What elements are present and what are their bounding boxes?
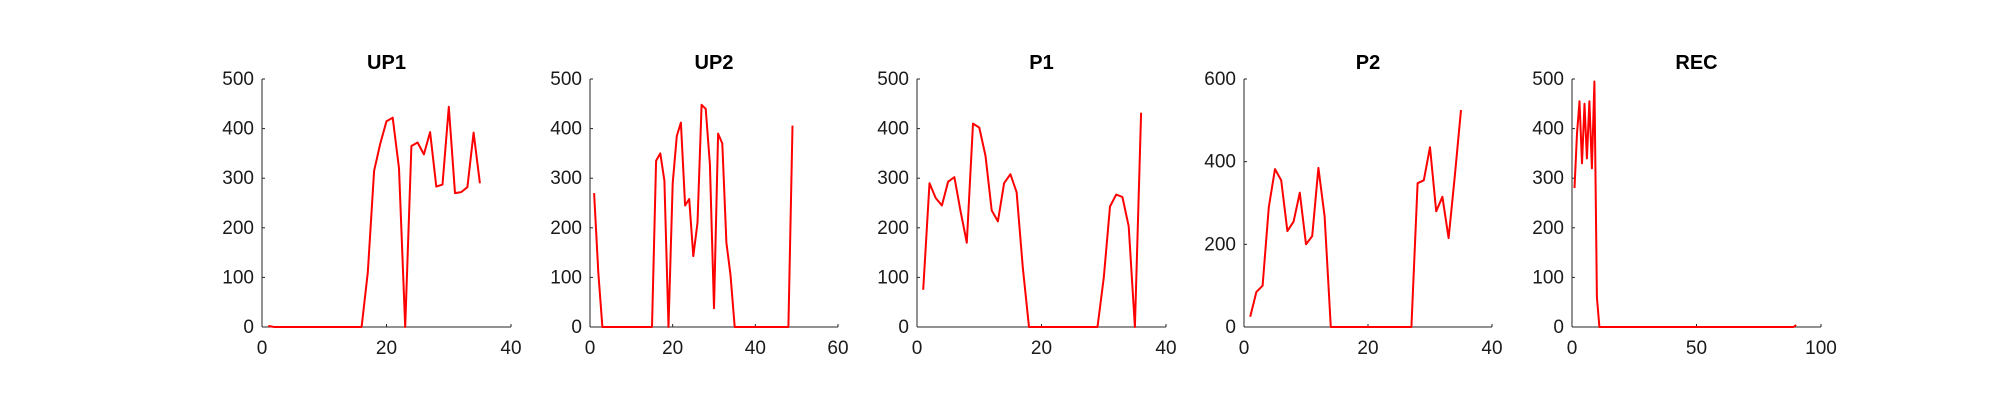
series-line (1249, 109, 1462, 328)
y-tick-label: 0 (1225, 317, 1236, 338)
series-line (1573, 80, 1797, 328)
y-tick-label: 500 (1532, 69, 1564, 90)
y-tick-label: 200 (222, 218, 254, 239)
y-tick-label: 100 (222, 267, 254, 288)
y-tick-label: 400 (550, 119, 582, 140)
chart-title: P2 (1356, 52, 1380, 74)
y-tick-label: 200 (550, 218, 582, 239)
x-tick-label: 20 (376, 338, 397, 359)
y-tick-label: 300 (1532, 168, 1564, 189)
chart-title: P1 (1029, 52, 1053, 74)
y-tick-label: 500 (550, 69, 582, 90)
y-tick-label: 600 (1204, 69, 1236, 90)
y-tick-label: 400 (877, 119, 909, 140)
y-tick-label: 0 (1553, 317, 1564, 338)
y-tick-label: 200 (1532, 218, 1564, 239)
y-tick-label: 200 (877, 218, 909, 239)
y-tick-label: 500 (222, 69, 254, 90)
chart-title: UP2 (695, 52, 734, 74)
chart-title: UP1 (367, 52, 406, 74)
chart-rec: REC 0 100 200 300 400 500 0 50 100 (1532, 52, 1837, 359)
y-tick-label: 400 (222, 119, 254, 140)
y-tick-label: 500 (877, 69, 909, 90)
x-tick-label: 20 (1031, 338, 1052, 359)
x-tick-label: 0 (912, 338, 923, 359)
y-tick-label: 0 (571, 317, 582, 338)
y-tick-label: 100 (877, 267, 909, 288)
y-tick-label: 0 (243, 317, 254, 338)
y-tick-label: 300 (877, 168, 909, 189)
series-line (593, 103, 794, 328)
x-tick-label: 50 (1686, 338, 1707, 359)
chart-up2: UP2 0 100 200 300 400 500 0 20 40 60 (550, 52, 848, 359)
y-tick-label: 0 (898, 317, 909, 338)
chart-p1: P1 0 100 200 300 400 500 0 20 40 (877, 52, 1176, 359)
x-tick-label: 60 (827, 338, 848, 359)
y-tick-label: 200 (1204, 234, 1236, 255)
series-line (922, 112, 1143, 328)
chart-p2: P2 0 200 400 600 0 20 40 (1204, 52, 1502, 359)
x-tick-label: 0 (585, 338, 596, 359)
x-tick-label: 0 (1239, 338, 1250, 359)
y-tick-label: 100 (1532, 267, 1564, 288)
y-tick-label: 400 (1532, 119, 1564, 140)
y-tick-label: 300 (550, 168, 582, 189)
x-tick-label: 40 (1155, 338, 1176, 359)
series-line (268, 105, 481, 328)
y-tick-label: 100 (550, 267, 582, 288)
x-tick-label: 20 (1357, 338, 1378, 359)
y-tick-label: 400 (1204, 152, 1236, 173)
x-tick-label: 40 (500, 338, 521, 359)
x-tick-label: 40 (1481, 338, 1502, 359)
x-tick-label: 100 (1805, 338, 1837, 359)
x-tick-label: 20 (662, 338, 683, 359)
chart-up1: UP1 0 100 200 300 400 500 0 20 40 (222, 52, 521, 359)
x-tick-label: 0 (257, 338, 268, 359)
x-tick-label: 40 (745, 338, 766, 359)
chart-title: REC (1675, 52, 1717, 74)
y-tick-label: 300 (222, 168, 254, 189)
x-tick-label: 0 (1567, 338, 1578, 359)
